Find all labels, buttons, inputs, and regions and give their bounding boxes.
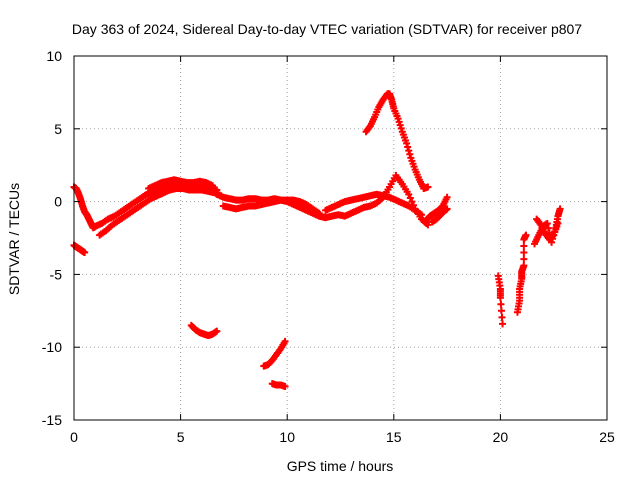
data-point — [408, 198, 416, 206]
series-arc-late-b — [428, 205, 451, 226]
data-point — [406, 150, 414, 158]
data-point — [549, 232, 557, 240]
y-tick-label: -5 — [50, 266, 63, 282]
data-point — [520, 249, 528, 257]
series-arc-morning-c — [145, 176, 217, 192]
series-arc-afternoon-a — [315, 171, 432, 229]
data-point — [496, 294, 504, 302]
series-arc-dip-6h — [187, 321, 221, 340]
data-point — [424, 221, 432, 229]
data-point — [498, 313, 506, 321]
data-point — [543, 219, 551, 227]
x-axis-ticks: 0 5 10 15 20 25 — [70, 56, 615, 445]
data-point — [405, 147, 413, 155]
chart-title: Day 363 of 2024, Sidereal Day-to-day VTE… — [72, 21, 582, 37]
plot-frame — [73, 55, 608, 421]
data-point — [213, 327, 221, 335]
series-arc-spike — [362, 90, 432, 192]
y-tick-label: 0 — [54, 194, 62, 210]
data-point — [281, 337, 289, 345]
y-tick-label: 10 — [46, 48, 62, 64]
data-point — [544, 224, 552, 232]
y-tick-label: 5 — [54, 121, 62, 137]
data-point — [418, 211, 426, 219]
data-point — [520, 262, 528, 270]
y-tick-label: -10 — [42, 339, 62, 355]
y-axis-title: SDTVAR / TECUs — [6, 183, 22, 295]
data-point — [281, 383, 289, 391]
x-tick-label: 20 — [493, 429, 509, 445]
series-arc-afternoon-b — [322, 190, 426, 219]
data-point — [443, 193, 451, 201]
y-tick-label: -15 — [42, 412, 62, 428]
data-point — [405, 190, 413, 198]
data-point — [499, 320, 507, 328]
x-tick-label: 15 — [386, 429, 402, 445]
y-axis-ticks: -15 -10 -5 0 5 10 — [42, 48, 607, 428]
series-arc-start-low — [70, 241, 89, 257]
series-arc-dip-9h-b — [268, 380, 289, 391]
series-arc-evening-d — [533, 215, 562, 243]
data-point — [81, 249, 89, 257]
data-points — [70, 90, 564, 391]
series-arc-late-a — [422, 193, 451, 225]
data-point — [404, 143, 412, 151]
data-point — [403, 139, 411, 147]
series-arc-morning-b — [96, 184, 225, 239]
series-arc-dip-9h-a — [260, 337, 289, 370]
data-point — [556, 205, 564, 213]
data-point — [497, 307, 505, 315]
x-tick-label: 0 — [70, 429, 78, 445]
data-point — [209, 182, 217, 190]
data-point — [520, 242, 528, 250]
data-point — [522, 231, 530, 239]
series-arc-evening-b — [513, 231, 530, 316]
data-point — [443, 205, 451, 213]
series-arc-midday-b — [219, 196, 323, 217]
data-point — [406, 194, 414, 202]
data-point — [424, 183, 432, 191]
data-point — [554, 219, 562, 227]
data-point — [497, 300, 505, 308]
x-tick-label: 10 — [279, 429, 295, 445]
data-point — [520, 255, 528, 263]
x-tick-label: 25 — [599, 429, 615, 445]
x-axis-title: GPS time / hours — [287, 458, 394, 474]
series-arc-evening-a — [494, 272, 507, 328]
x-tick-label: 5 — [177, 429, 185, 445]
